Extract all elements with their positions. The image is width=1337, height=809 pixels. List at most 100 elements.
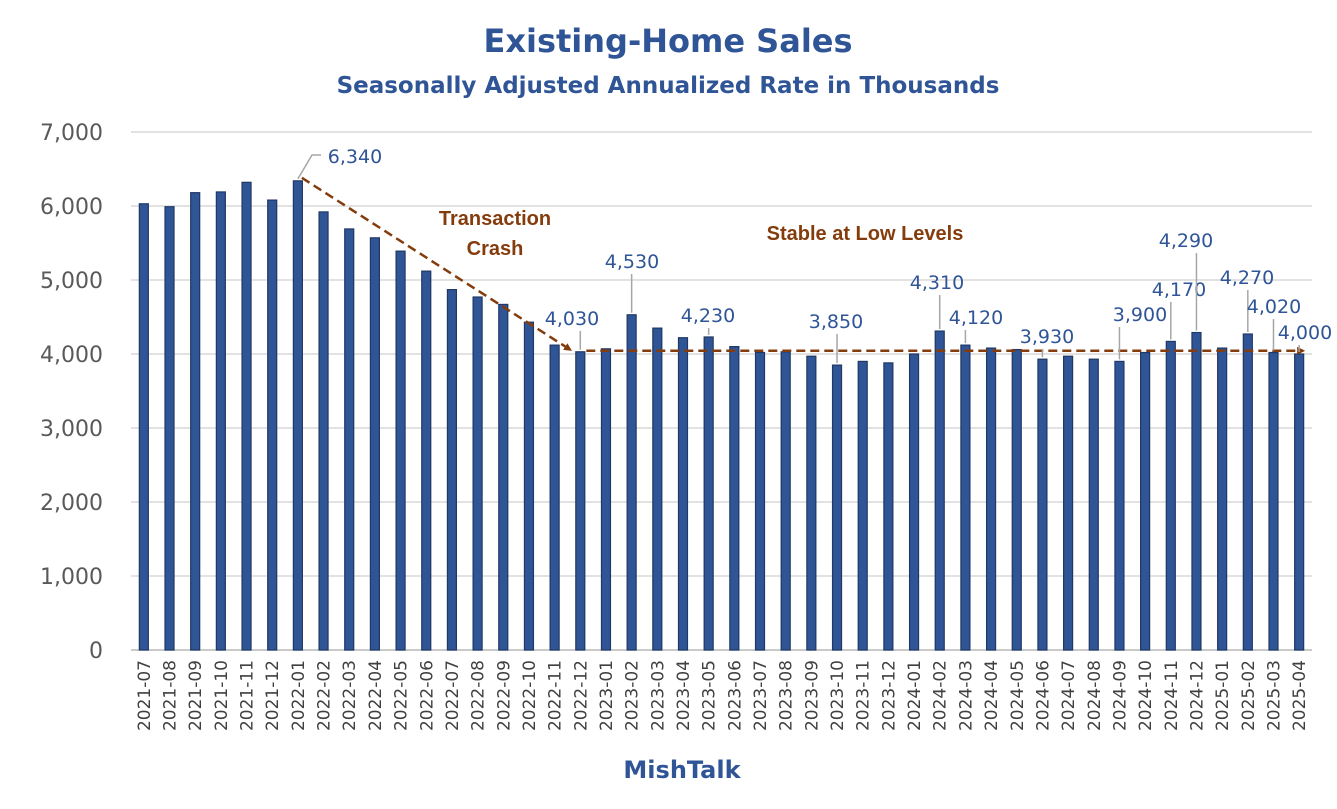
x-tick-label: 2021-12 <box>263 660 283 731</box>
x-tick-label: 2024-02 <box>931 660 951 731</box>
x-tick-label: 2022-03 <box>340 660 360 731</box>
x-tick-label: 2021-07 <box>135 660 155 731</box>
x-tick-label: 2022-07 <box>443 660 463 731</box>
x-tick-label: 2022-08 <box>469 660 489 731</box>
x-tick-label: 2023-04 <box>674 660 694 731</box>
data-label-2024-11: 4,170 <box>1152 279 1206 301</box>
bar-2022-01 <box>292 180 303 651</box>
x-tick-label: 2023-03 <box>648 660 668 731</box>
x-axis-label: MishTalk <box>623 756 741 784</box>
x-tick-label: 2022-05 <box>392 660 412 731</box>
bar-2021-07 <box>138 203 149 651</box>
bar-2023-10 <box>831 364 843 651</box>
bar-2023-12 <box>883 362 894 651</box>
x-tick-label: 2021-10 <box>212 660 232 731</box>
x-tick-label: 2025-02 <box>1239 660 1259 731</box>
x-tick-label: 2024-04 <box>982 660 1002 731</box>
bar-2024-01 <box>908 353 920 651</box>
stable-annotation: Stable at Low Levels <box>767 223 964 245</box>
data-label-2025-02: 4,270 <box>1220 267 1274 289</box>
x-tick-label: 2023-05 <box>700 660 720 731</box>
x-tick-label: 2023-10 <box>828 660 848 731</box>
chart-subtitle: Seasonally Adjusted Annualized Rate in T… <box>337 73 1000 99</box>
annotations: Transaction Crash Stable at Low Levels <box>301 176 1306 355</box>
x-tick-label: 2024-06 <box>1033 660 1053 731</box>
x-tick-label: 2024-07 <box>1059 660 1079 731</box>
crash-arrow <box>301 176 572 351</box>
bar-2024-11 <box>1165 340 1176 651</box>
y-tick-label: 5,000 <box>40 269 103 294</box>
bar-2024-03 <box>960 344 971 651</box>
bar-2023-06 <box>729 346 740 651</box>
x-tick-label: 2024-12 <box>1187 660 1207 731</box>
x-axis-ticks: 2021-07 2021-08 2021-09 2021-10 2021-11 2021-… <box>135 660 1310 731</box>
transaction-crash-annotation: Crash <box>467 238 524 260</box>
bar-2023-02 <box>626 314 637 651</box>
x-tick-label: 2023-07 <box>751 660 771 731</box>
y-tick-label: 6,000 <box>40 195 103 220</box>
x-tick-label: 2022-09 <box>494 660 514 731</box>
x-tick-label: 2022-04 <box>366 660 386 731</box>
bar-2023-07 <box>754 351 766 651</box>
bar-2022-07 <box>446 289 458 651</box>
bar-2024-12 <box>1191 331 1202 651</box>
bar-2023-04 <box>677 337 689 651</box>
x-tick-label: 2023-01 <box>597 660 617 731</box>
data-label-2022-12: 4,030 <box>545 308 599 330</box>
data-label-2023-10: 3,850 <box>809 311 863 333</box>
bar-2024-10 <box>1140 351 1151 651</box>
x-tick-label: 2025-04 <box>1290 660 1310 731</box>
bar-2023-11 <box>857 360 868 651</box>
x-tick-label: 2024-03 <box>956 660 976 731</box>
data-label-2024-12: 4,290 <box>1159 230 1213 252</box>
x-tick-label: 2024-10 <box>1136 660 1156 731</box>
gridlines <box>131 131 1312 651</box>
x-tick-label: 2023-11 <box>854 660 874 731</box>
x-tick-label: 2025-01 <box>1213 660 1233 731</box>
x-tick-label: 2022-10 <box>520 660 540 731</box>
transaction-crash-annotation: Transaction <box>439 208 551 230</box>
x-tick-label: 2025-03 <box>1264 660 1284 731</box>
x-tick-label: 2023-06 <box>725 660 745 731</box>
bar-2023-09 <box>806 355 817 651</box>
bar-2025-03 <box>1268 351 1279 651</box>
bar-2023-08 <box>780 351 791 651</box>
data-label-2024-06: 3,930 <box>1020 326 1074 348</box>
bar-2021-11 <box>241 181 252 651</box>
x-tick-label: 2023-09 <box>802 660 822 731</box>
bar-2022-05 <box>395 250 406 651</box>
x-tick-label: 2022-01 <box>289 660 309 731</box>
x-tick-label: 2024-05 <box>1008 660 1028 731</box>
bar-2021-10 <box>215 191 226 651</box>
bar-2021-12 <box>267 199 278 651</box>
y-tick-label: 3,000 <box>40 417 103 442</box>
bar-2024-05 <box>1011 348 1022 651</box>
data-label-2024-03: 4,120 <box>949 307 1003 329</box>
bar-2022-09 <box>498 303 509 651</box>
x-tick-label: 2022-12 <box>571 660 591 731</box>
data-label-2024-02: 4,310 <box>910 272 964 294</box>
data-label-2022-01: 6,340 <box>328 146 382 168</box>
x-tick-label: 2022-06 <box>417 660 437 731</box>
bar-2022-06 <box>421 270 432 651</box>
y-tick-label: 0 <box>89 639 103 664</box>
x-tick-label: 2023-02 <box>623 660 643 731</box>
bar-2022-12 <box>575 351 586 651</box>
bar-2024-02 <box>934 330 945 651</box>
bar-2022-03 <box>344 228 355 651</box>
bar-2024-06 <box>1037 358 1048 651</box>
data-label-2023-02: 4,530 <box>605 251 659 273</box>
bar-2023-01 <box>600 348 612 651</box>
data-label-2023-05: 4,230 <box>681 305 735 327</box>
data-labels: 6,340 4,030 4,530 4,230 3,850 4,310 4,120 3,930… <box>297 146 1332 364</box>
x-tick-label: 2021-09 <box>186 660 206 731</box>
data-label-2025-04: 4,000 <box>1278 322 1332 344</box>
bar-2023-03 <box>652 327 663 651</box>
y-tick-label: 7,000 <box>40 121 103 146</box>
x-tick-label: 2024-09 <box>1110 660 1130 731</box>
x-tick-label: 2024-11 <box>1162 660 1182 731</box>
bar-2025-02 <box>1242 333 1253 651</box>
bar-2022-04 <box>369 237 381 651</box>
y-tick-label: 4,000 <box>40 343 103 368</box>
